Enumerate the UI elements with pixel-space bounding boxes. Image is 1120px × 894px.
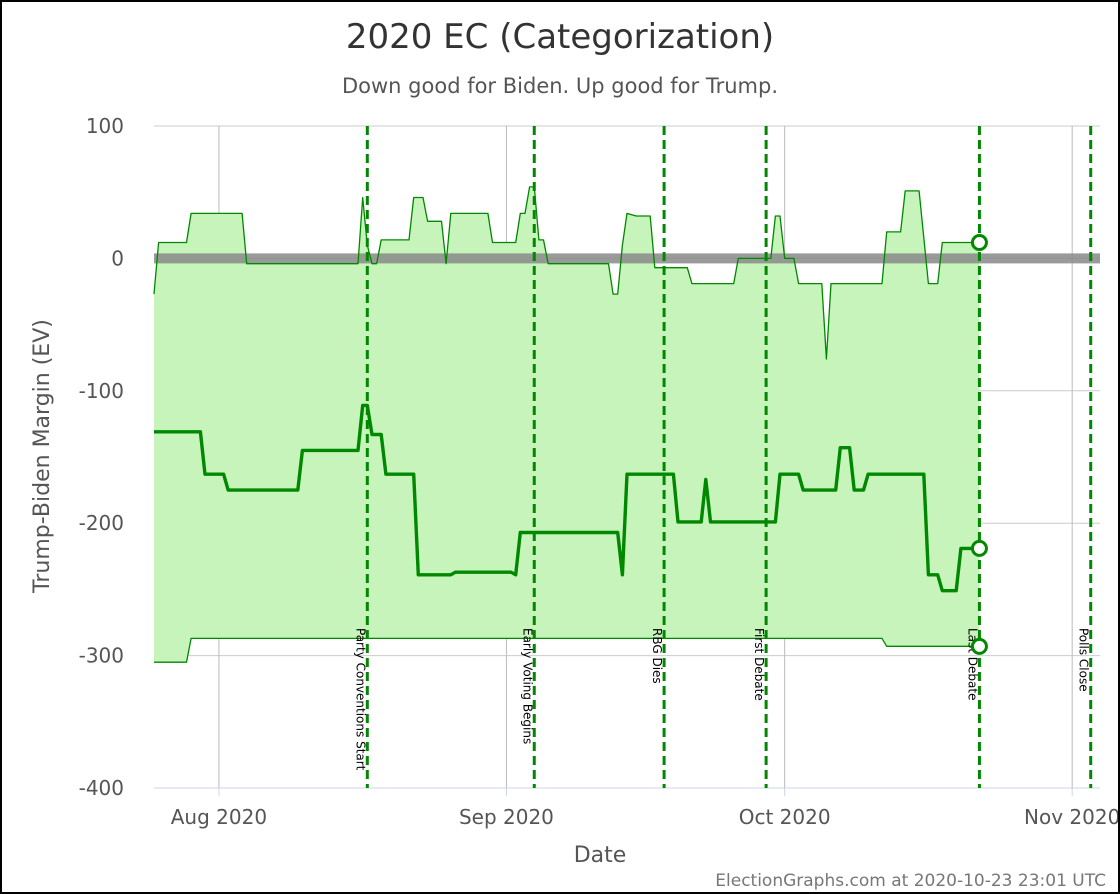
event-label: Party Conventions Start: [353, 628, 367, 771]
y-tick-label: 100: [86, 114, 124, 138]
end-marker-lower: [970, 637, 988, 655]
end-marker-upper: [970, 234, 988, 252]
y-tick-label: 0: [111, 246, 124, 270]
y-tick-label: -100: [79, 379, 124, 403]
axis-ticks: 100 0 -100 -200 -300 -400 Aug 2020 Sep 2020 Oct …: [79, 114, 1118, 829]
x-tick-label: Oct 2020: [739, 805, 831, 829]
y-tick-label: -200: [79, 511, 124, 535]
end-marker-expected: [970, 539, 988, 557]
y-axis-title: Trump-Biden Margin (EV): [30, 319, 55, 594]
event-label: Early Voting Begins: [520, 628, 534, 744]
series-line-lower: [154, 637, 980, 663]
event-markers: Party Conventions Start Early Voting Begi…: [353, 126, 1093, 788]
credit-text: ElectionGraphs.com at 2020-10-23 23:01 U…: [715, 871, 1106, 891]
series-layer: [153, 186, 1100, 663]
y-tick-label: -300: [79, 644, 124, 668]
x-tick-label: Aug 2020: [171, 805, 267, 829]
event-label: RBG Dies: [650, 628, 664, 684]
x-tick-label: Sep 2020: [459, 805, 554, 829]
chart-subtitle: Down good for Biden. Up good for Trump.: [342, 74, 778, 98]
event-label: Polls Close: [1077, 628, 1091, 692]
chart-title: 2020 EC (Categorization): [346, 17, 774, 57]
series-line-expected: [154, 403, 980, 593]
x-axis-title: Date: [574, 843, 627, 868]
y-tick-label: -400: [79, 776, 124, 800]
zero-band: [154, 253, 1100, 264]
event-label: First Debate: [752, 628, 766, 701]
range-band: [154, 186, 980, 663]
series-line-upper: [153, 186, 980, 360]
x-tick-label: Nov 2020: [1024, 805, 1118, 829]
